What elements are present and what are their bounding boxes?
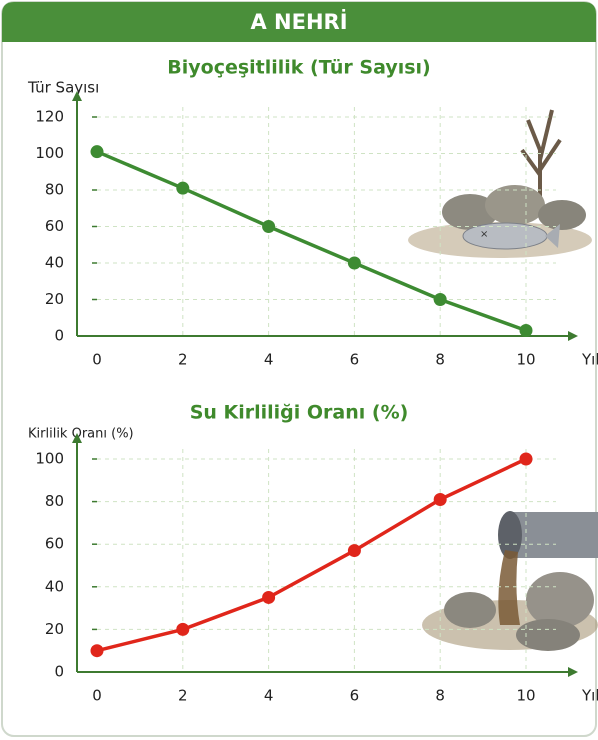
x-tick-label: 6 (350, 687, 360, 705)
data-point (433, 293, 447, 306)
x-axis-label: Yıl (581, 687, 598, 705)
data-point (90, 145, 104, 159)
y-tick-label: 100 (35, 450, 64, 468)
y-axis-arrow (72, 433, 82, 443)
header-bar (2, 2, 596, 42)
y-axis-arrow (72, 91, 82, 101)
data-point (347, 544, 361, 558)
data-point (90, 644, 104, 658)
x-tick-label: 10 (516, 687, 535, 705)
y-tick-label: 100 (35, 144, 64, 162)
x-axis-arrow (568, 331, 578, 341)
data-point (176, 181, 190, 195)
x-tick-label: 2 (178, 351, 188, 369)
y-tick-label: 60 (45, 217, 64, 235)
y-axis-label: Tür Sayısı (27, 79, 99, 97)
data-point (262, 220, 276, 233)
x-tick-label: 2 (178, 687, 188, 705)
y-tick-label: 0 (54, 663, 64, 681)
x-axis-label: Yıl (581, 351, 598, 369)
chart-title: Biyoçeşitlilik (Tür Sayısı) (167, 57, 430, 79)
y-tick-label: 20 (45, 290, 64, 308)
chart-title: Su Kirliliği Oranı (%) (190, 402, 409, 424)
x-tick-label: 0 (92, 351, 102, 369)
data-point (433, 492, 447, 506)
y-tick-label: 80 (45, 181, 64, 199)
y-tick-label: 40 (45, 577, 64, 595)
x-tick-label: 6 (350, 351, 360, 369)
data-point (347, 256, 361, 270)
header-title: A NEHRİ (250, 9, 347, 34)
y-axis-label: Kirlilik Oranı (%) (28, 427, 134, 442)
data-point (519, 324, 533, 338)
data-point (176, 622, 190, 636)
y-tick-label: 0 (54, 327, 64, 345)
series-line (96, 150, 527, 333)
data-point (519, 452, 533, 466)
y-tick-label: 120 (35, 108, 64, 126)
y-tick-label: 20 (45, 620, 64, 638)
x-tick-label: 4 (264, 351, 274, 369)
x-tick-label: 10 (516, 351, 535, 369)
fish-eye: × (480, 229, 488, 240)
x-tick-label: 0 (92, 687, 102, 705)
x-tick-label: 8 (435, 351, 445, 369)
x-tick-label: 4 (264, 687, 274, 705)
pipe-illustration (422, 511, 598, 651)
x-axis-arrow (568, 667, 578, 677)
data-point (262, 590, 276, 604)
x-tick-label: 8 (435, 687, 445, 705)
y-tick-label: 60 (45, 535, 64, 553)
series-line (96, 457, 527, 653)
y-tick-label: 80 (45, 492, 64, 510)
y-tick-label: 40 (45, 254, 64, 272)
